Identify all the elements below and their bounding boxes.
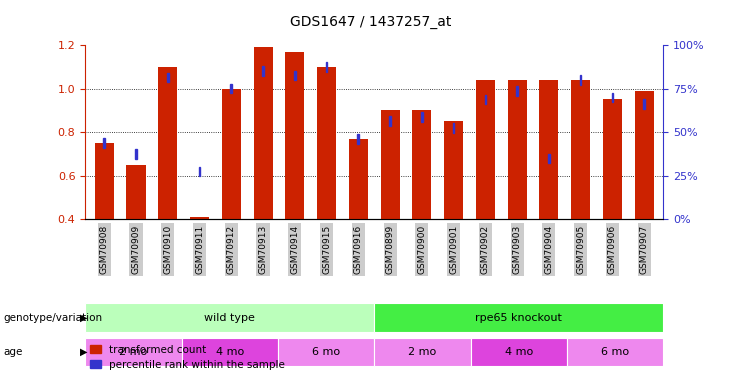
- Text: GSM70899: GSM70899: [385, 225, 395, 274]
- Bar: [643, 99, 645, 109]
- Bar: [95, 143, 114, 219]
- Text: GSM70910: GSM70910: [163, 225, 173, 274]
- Bar: [567, 338, 663, 366]
- Bar: [579, 75, 582, 85]
- Bar: [444, 121, 463, 219]
- Text: rpe65 knockout: rpe65 knockout: [475, 313, 562, 323]
- Bar: [603, 99, 622, 219]
- Text: GSM70913: GSM70913: [259, 225, 268, 274]
- Text: GSM70911: GSM70911: [195, 225, 204, 274]
- Bar: [485, 95, 486, 104]
- Bar: [412, 110, 431, 219]
- Text: GSM70900: GSM70900: [417, 225, 426, 274]
- Bar: [389, 117, 391, 126]
- Text: 4 mo: 4 mo: [505, 347, 533, 357]
- Text: GSM70903: GSM70903: [513, 225, 522, 274]
- Bar: [190, 217, 209, 219]
- Bar: [374, 338, 471, 366]
- Bar: [611, 93, 614, 102]
- Text: GSM70909: GSM70909: [131, 225, 141, 274]
- Text: age: age: [4, 347, 23, 357]
- Text: genotype/variation: genotype/variation: [4, 313, 103, 323]
- Text: GSM70916: GSM70916: [353, 225, 363, 274]
- Text: GSM70912: GSM70912: [227, 225, 236, 274]
- Text: wild type: wild type: [205, 313, 255, 323]
- Bar: [634, 91, 654, 219]
- Text: 2 mo: 2 mo: [408, 347, 436, 357]
- Bar: [349, 139, 368, 219]
- Bar: [230, 84, 232, 93]
- Bar: [516, 86, 518, 96]
- Bar: [262, 66, 264, 76]
- Bar: [285, 51, 305, 219]
- Bar: [571, 80, 590, 219]
- Bar: [317, 67, 336, 219]
- Text: GSM70914: GSM70914: [290, 225, 299, 274]
- Bar: [85, 338, 182, 366]
- Bar: [374, 303, 663, 332]
- Bar: [85, 303, 374, 332]
- Bar: [135, 149, 137, 159]
- Bar: [381, 110, 399, 219]
- Legend: transformed count, percentile rank within the sample: transformed count, percentile rank withi…: [90, 345, 285, 370]
- Bar: [357, 134, 359, 144]
- Bar: [253, 47, 273, 219]
- Bar: [326, 62, 328, 72]
- Text: 2 mo: 2 mo: [119, 347, 147, 357]
- Bar: [294, 71, 296, 80]
- Bar: [421, 112, 422, 122]
- Bar: [453, 123, 454, 133]
- Text: ▶: ▶: [80, 313, 87, 323]
- Bar: [104, 138, 105, 148]
- Bar: [127, 165, 145, 219]
- Bar: [182, 338, 278, 366]
- Text: 6 mo: 6 mo: [601, 347, 629, 357]
- Text: GSM70915: GSM70915: [322, 225, 331, 274]
- Bar: [222, 88, 241, 219]
- Text: GDS1647 / 1437257_at: GDS1647 / 1437257_at: [290, 15, 451, 29]
- Bar: [471, 338, 567, 366]
- Text: 4 mo: 4 mo: [216, 347, 244, 357]
- Bar: [159, 67, 177, 219]
- Bar: [508, 80, 527, 219]
- Text: GSM70902: GSM70902: [481, 225, 490, 274]
- Text: GSM70907: GSM70907: [639, 225, 648, 274]
- Bar: [199, 166, 200, 176]
- Text: GSM70901: GSM70901: [449, 225, 458, 274]
- Text: 6 mo: 6 mo: [312, 347, 340, 357]
- Text: GSM70906: GSM70906: [608, 225, 617, 274]
- Bar: [167, 73, 169, 82]
- Text: GSM70905: GSM70905: [576, 225, 585, 274]
- Bar: [278, 338, 374, 366]
- Bar: [476, 80, 495, 219]
- Bar: [548, 153, 550, 163]
- Text: GSM70904: GSM70904: [545, 225, 554, 274]
- Text: GSM70908: GSM70908: [100, 225, 109, 274]
- Text: ▶: ▶: [80, 347, 87, 357]
- Bar: [539, 80, 559, 219]
